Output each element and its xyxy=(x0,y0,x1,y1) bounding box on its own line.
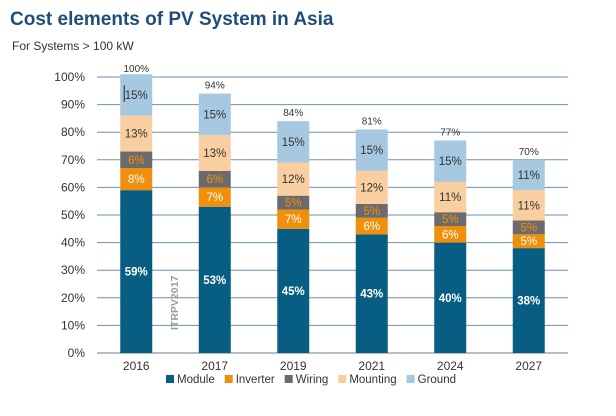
data-label-ground: 11% xyxy=(518,170,540,182)
data-label-mounting: 12% xyxy=(282,174,305,186)
data-label-wiring: 5% xyxy=(285,198,302,210)
data-label-inverter: 6% xyxy=(363,221,380,233)
bar-inverter-2017 xyxy=(198,187,231,207)
data-label-module: 38% xyxy=(517,296,540,308)
y-tick-label: 80% xyxy=(61,125,85,139)
bar-ground-2019 xyxy=(277,121,310,163)
x-tick-label: 2024 xyxy=(437,359,464,373)
data-label-mounting: 11% xyxy=(518,200,540,212)
data-label-module: 40% xyxy=(439,293,462,305)
legend-label-mounting: Mounting xyxy=(349,374,396,386)
data-label-inverter: 6% xyxy=(442,229,459,241)
y-tick-label: 50% xyxy=(61,208,85,222)
data-label-module: 53% xyxy=(203,275,226,287)
data-label-wiring: 5% xyxy=(363,206,380,218)
x-tick-label: 2027 xyxy=(515,359,542,373)
bar-mounting-2016 xyxy=(120,115,153,152)
y-tick-label: 60% xyxy=(61,180,85,194)
y-tick-label: 30% xyxy=(61,263,85,277)
bar-inverter-2027 xyxy=(512,234,545,249)
data-label-wiring: 5% xyxy=(442,214,459,226)
data-label-ground: 15% xyxy=(360,145,383,157)
data-label-mounting: 12% xyxy=(360,182,383,194)
data-label-module: 43% xyxy=(360,289,383,301)
total-label: 94% xyxy=(205,81,225,92)
data-label-wiring: 6% xyxy=(206,174,223,186)
bar-ground-2016 xyxy=(120,74,153,116)
legend-swatch-mounting xyxy=(338,375,347,383)
x-tick-label: 2021 xyxy=(358,359,385,373)
bar-mounting-2027 xyxy=(512,190,545,221)
bar-inverter-2021 xyxy=(355,217,388,235)
bar-ground-2027 xyxy=(512,159,545,191)
y-tick-label: 100% xyxy=(54,70,85,84)
data-label-module: 59% xyxy=(125,267,148,279)
bar-module-2024 xyxy=(434,242,467,353)
total-label: 77% xyxy=(440,127,460,138)
legend-label-module: Module xyxy=(177,374,215,386)
bar-ground-2024 xyxy=(434,140,467,182)
total-label: 81% xyxy=(362,116,382,127)
y-tick-label: 90% xyxy=(61,98,85,112)
data-label-inverter: 7% xyxy=(285,214,302,226)
y-tick-label: 0% xyxy=(68,346,86,360)
bar-wiring-2019 xyxy=(277,195,310,210)
x-tick-label: 2016 xyxy=(123,359,150,373)
data-label-ground: 15% xyxy=(125,90,148,102)
bar-mounting-2019 xyxy=(277,162,310,196)
legend-swatch-wiring xyxy=(284,375,293,383)
bar-wiring-2024 xyxy=(434,212,467,227)
data-label-ground: 15% xyxy=(282,137,305,149)
bar-wiring-2027 xyxy=(512,220,545,235)
data-label-module: 45% xyxy=(282,286,305,298)
bar-inverter-2019 xyxy=(277,209,310,229)
bar-wiring-2017 xyxy=(198,170,231,188)
x-tick-label: 2019 xyxy=(280,359,307,373)
bar-mounting-2021 xyxy=(355,170,388,204)
legend-swatch-inverter xyxy=(224,375,233,383)
legend-label-inverter: Inverter xyxy=(236,374,275,386)
bar-mounting-2024 xyxy=(434,181,467,213)
bar-ground-2021 xyxy=(355,129,388,171)
data-label-inverter: 5% xyxy=(520,236,537,248)
data-label-mounting: 13% xyxy=(203,148,226,160)
data-label-mounting: 11% xyxy=(439,192,461,204)
legend-label-wiring: Wiring xyxy=(296,374,329,386)
bar-module-2019 xyxy=(277,228,310,353)
total-label: 100% xyxy=(123,64,149,75)
total-label: 70% xyxy=(519,147,539,158)
data-label-ground: 15% xyxy=(439,156,462,168)
y-tick-label: 20% xyxy=(61,291,85,305)
y-tick-label: 40% xyxy=(61,236,85,250)
bar-ground-2017 xyxy=(198,93,231,135)
chart-title: Cost elements of PV System in Asia xyxy=(10,9,334,30)
watermark-text: ITRPV2017 xyxy=(169,276,181,330)
y-tick-label: 10% xyxy=(61,318,85,332)
bar-module-2021 xyxy=(355,234,388,353)
legend-swatch-module xyxy=(166,375,174,383)
data-label-wiring: 6% xyxy=(128,155,145,167)
bar-module-2027 xyxy=(512,248,545,353)
bar-wiring-2021 xyxy=(355,203,388,218)
bar-wiring-2016 xyxy=(120,151,153,169)
x-tick-label: 2017 xyxy=(201,359,228,373)
data-label-inverter: 7% xyxy=(206,192,223,204)
legend-swatch-ground xyxy=(406,375,415,383)
data-label-mounting: 13% xyxy=(125,129,148,141)
total-label: 84% xyxy=(283,108,303,119)
data-label-ground: 15% xyxy=(203,109,226,121)
legend-label-ground: Ground xyxy=(418,374,456,386)
bar-mounting-2017 xyxy=(198,134,231,171)
chart-subtitle: For Systems > 100 kW xyxy=(12,39,134,53)
y-tick-label: 70% xyxy=(61,153,85,167)
data-label-inverter: 8% xyxy=(128,174,145,186)
bar-inverter-2024 xyxy=(434,226,467,243)
bar-module-2017 xyxy=(198,206,231,353)
data-label-wiring: 5% xyxy=(520,222,537,234)
bar-module-2016 xyxy=(120,190,153,353)
bar-inverter-2016 xyxy=(120,168,153,191)
